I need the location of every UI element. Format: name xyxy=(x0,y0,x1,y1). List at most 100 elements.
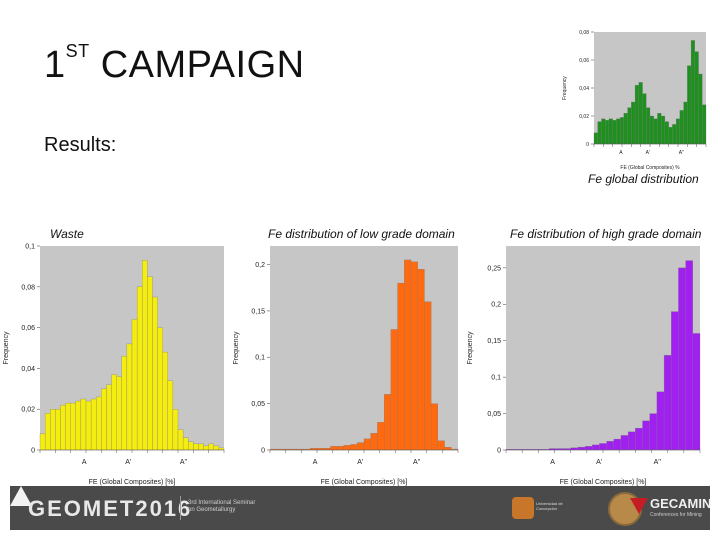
x-tick-label: A'' xyxy=(679,150,684,156)
bar xyxy=(593,132,598,145)
bar xyxy=(131,319,138,451)
bar xyxy=(410,261,418,451)
title-text: CAMPAIGN xyxy=(100,44,305,86)
bar xyxy=(687,65,692,145)
bar xyxy=(404,259,412,451)
geomet-subtitle: 3rd International Seminar on Geometallur… xyxy=(188,500,256,513)
x-tick-label: A xyxy=(313,459,318,466)
x-tick-label: A' xyxy=(125,459,131,466)
bar xyxy=(213,445,220,451)
y-tick-label: 0,06 xyxy=(579,58,589,64)
bar xyxy=(597,121,602,145)
bar xyxy=(208,443,214,451)
low-caption: Fe distribution of low grade domain xyxy=(268,227,455,241)
bar xyxy=(692,333,701,451)
bar xyxy=(627,431,636,451)
bar xyxy=(668,127,673,145)
bar xyxy=(343,445,351,451)
y-tick-label: 0,15 xyxy=(251,308,265,315)
x-tick-label: A'' xyxy=(413,459,420,466)
global-caption: Fe global distribution xyxy=(588,172,699,186)
bar xyxy=(172,409,179,451)
low-grade-distribution-chart: 0 0,05 0,1 0,15 0,2 A A' A'' FE (Global Composit… xyxy=(230,238,462,488)
bar xyxy=(642,420,650,451)
y-tick-label: 0,1 xyxy=(491,375,501,382)
slide-subtitle: Results: xyxy=(44,134,117,156)
bar xyxy=(363,438,371,451)
high-grade-distribution-chart: 0 0,05 0,1 0,15 0,2 0,25 A A' A'' FE (Global Comp… xyxy=(464,238,704,488)
bar xyxy=(620,435,629,451)
x-axis-label: FE (Global Composites) [%] xyxy=(89,479,176,486)
y-tick-label: 0 xyxy=(31,447,35,454)
bar xyxy=(649,115,654,145)
bar xyxy=(55,409,61,451)
bar xyxy=(619,117,625,145)
triangle-logo-icon xyxy=(10,486,32,506)
bar xyxy=(96,396,102,451)
bar xyxy=(75,400,82,451)
bar xyxy=(198,443,204,451)
x-tick-label: A xyxy=(82,459,87,466)
y-axis-label: Frequency xyxy=(562,76,568,100)
bar xyxy=(85,400,92,451)
bar xyxy=(80,398,87,451)
bar xyxy=(188,441,194,451)
y-tick-label: 0,15 xyxy=(487,338,501,345)
waste-distribution-chart: 0 0,02 0,04 0,06 0,08 0,1 A A' A'' FE (Global Com… xyxy=(0,238,230,488)
y-tick-label: 0,08 xyxy=(579,30,589,36)
bar xyxy=(646,107,651,145)
y-tick-label: 0 xyxy=(497,447,501,454)
bar xyxy=(142,260,148,451)
bar xyxy=(616,118,621,145)
bar xyxy=(106,384,112,451)
bar xyxy=(424,301,432,451)
bar xyxy=(111,374,117,451)
x-tick-label: A' xyxy=(646,150,650,156)
y-tick-label: 0,08 xyxy=(21,284,35,291)
x-tick-label: A xyxy=(619,150,623,156)
bar xyxy=(653,118,658,145)
y-axis-label: Frequency xyxy=(3,331,10,365)
bar xyxy=(577,446,586,451)
waste-caption: Waste xyxy=(50,227,84,241)
bar xyxy=(147,276,153,451)
bar xyxy=(218,447,225,451)
geomet-logo: GEOMET2016 xyxy=(28,496,193,521)
bar xyxy=(642,93,647,145)
bar xyxy=(350,444,358,451)
bar xyxy=(39,433,46,451)
bar xyxy=(60,404,66,451)
slide-title: 1ST CAMPAIGN xyxy=(44,41,305,87)
x-axis-label: FE (Global Composites) % xyxy=(620,165,680,171)
bar xyxy=(663,355,672,451)
bar xyxy=(612,120,617,145)
bar xyxy=(599,443,607,451)
bar xyxy=(656,391,665,451)
bar xyxy=(627,107,632,145)
bar xyxy=(336,446,345,451)
university-name: Universidad de Concepción xyxy=(536,501,563,511)
bar xyxy=(44,413,51,451)
bar xyxy=(430,403,439,451)
gecamin-name: GECAMIN xyxy=(650,496,712,511)
x-tick-label: A'' xyxy=(180,459,187,466)
bar xyxy=(592,444,600,451)
bar xyxy=(167,380,174,451)
footer-banner: GEOMET2016 3rd International Seminar on … xyxy=(10,486,712,530)
y-tick-label: 0,2 xyxy=(255,262,265,269)
y-tick-label: 0,25 xyxy=(487,265,501,272)
bar xyxy=(70,402,76,451)
university-logo-icon xyxy=(512,497,534,519)
y-tick-label: 0,04 xyxy=(579,86,589,92)
bar xyxy=(601,118,606,145)
bar xyxy=(182,437,189,451)
bar xyxy=(157,327,163,451)
y-tick-label: 0,06 xyxy=(21,325,35,332)
bar xyxy=(702,104,707,145)
global-distribution-chart: 0 0,02 0,04 0,06 0,08 A A' A'' FE (Global Compos… xyxy=(560,26,710,172)
title-number: 1 xyxy=(44,44,66,86)
bar xyxy=(177,429,184,451)
x-tick-label: A' xyxy=(357,459,363,466)
gecamin-logo-icon xyxy=(630,498,648,514)
bar xyxy=(50,409,56,451)
